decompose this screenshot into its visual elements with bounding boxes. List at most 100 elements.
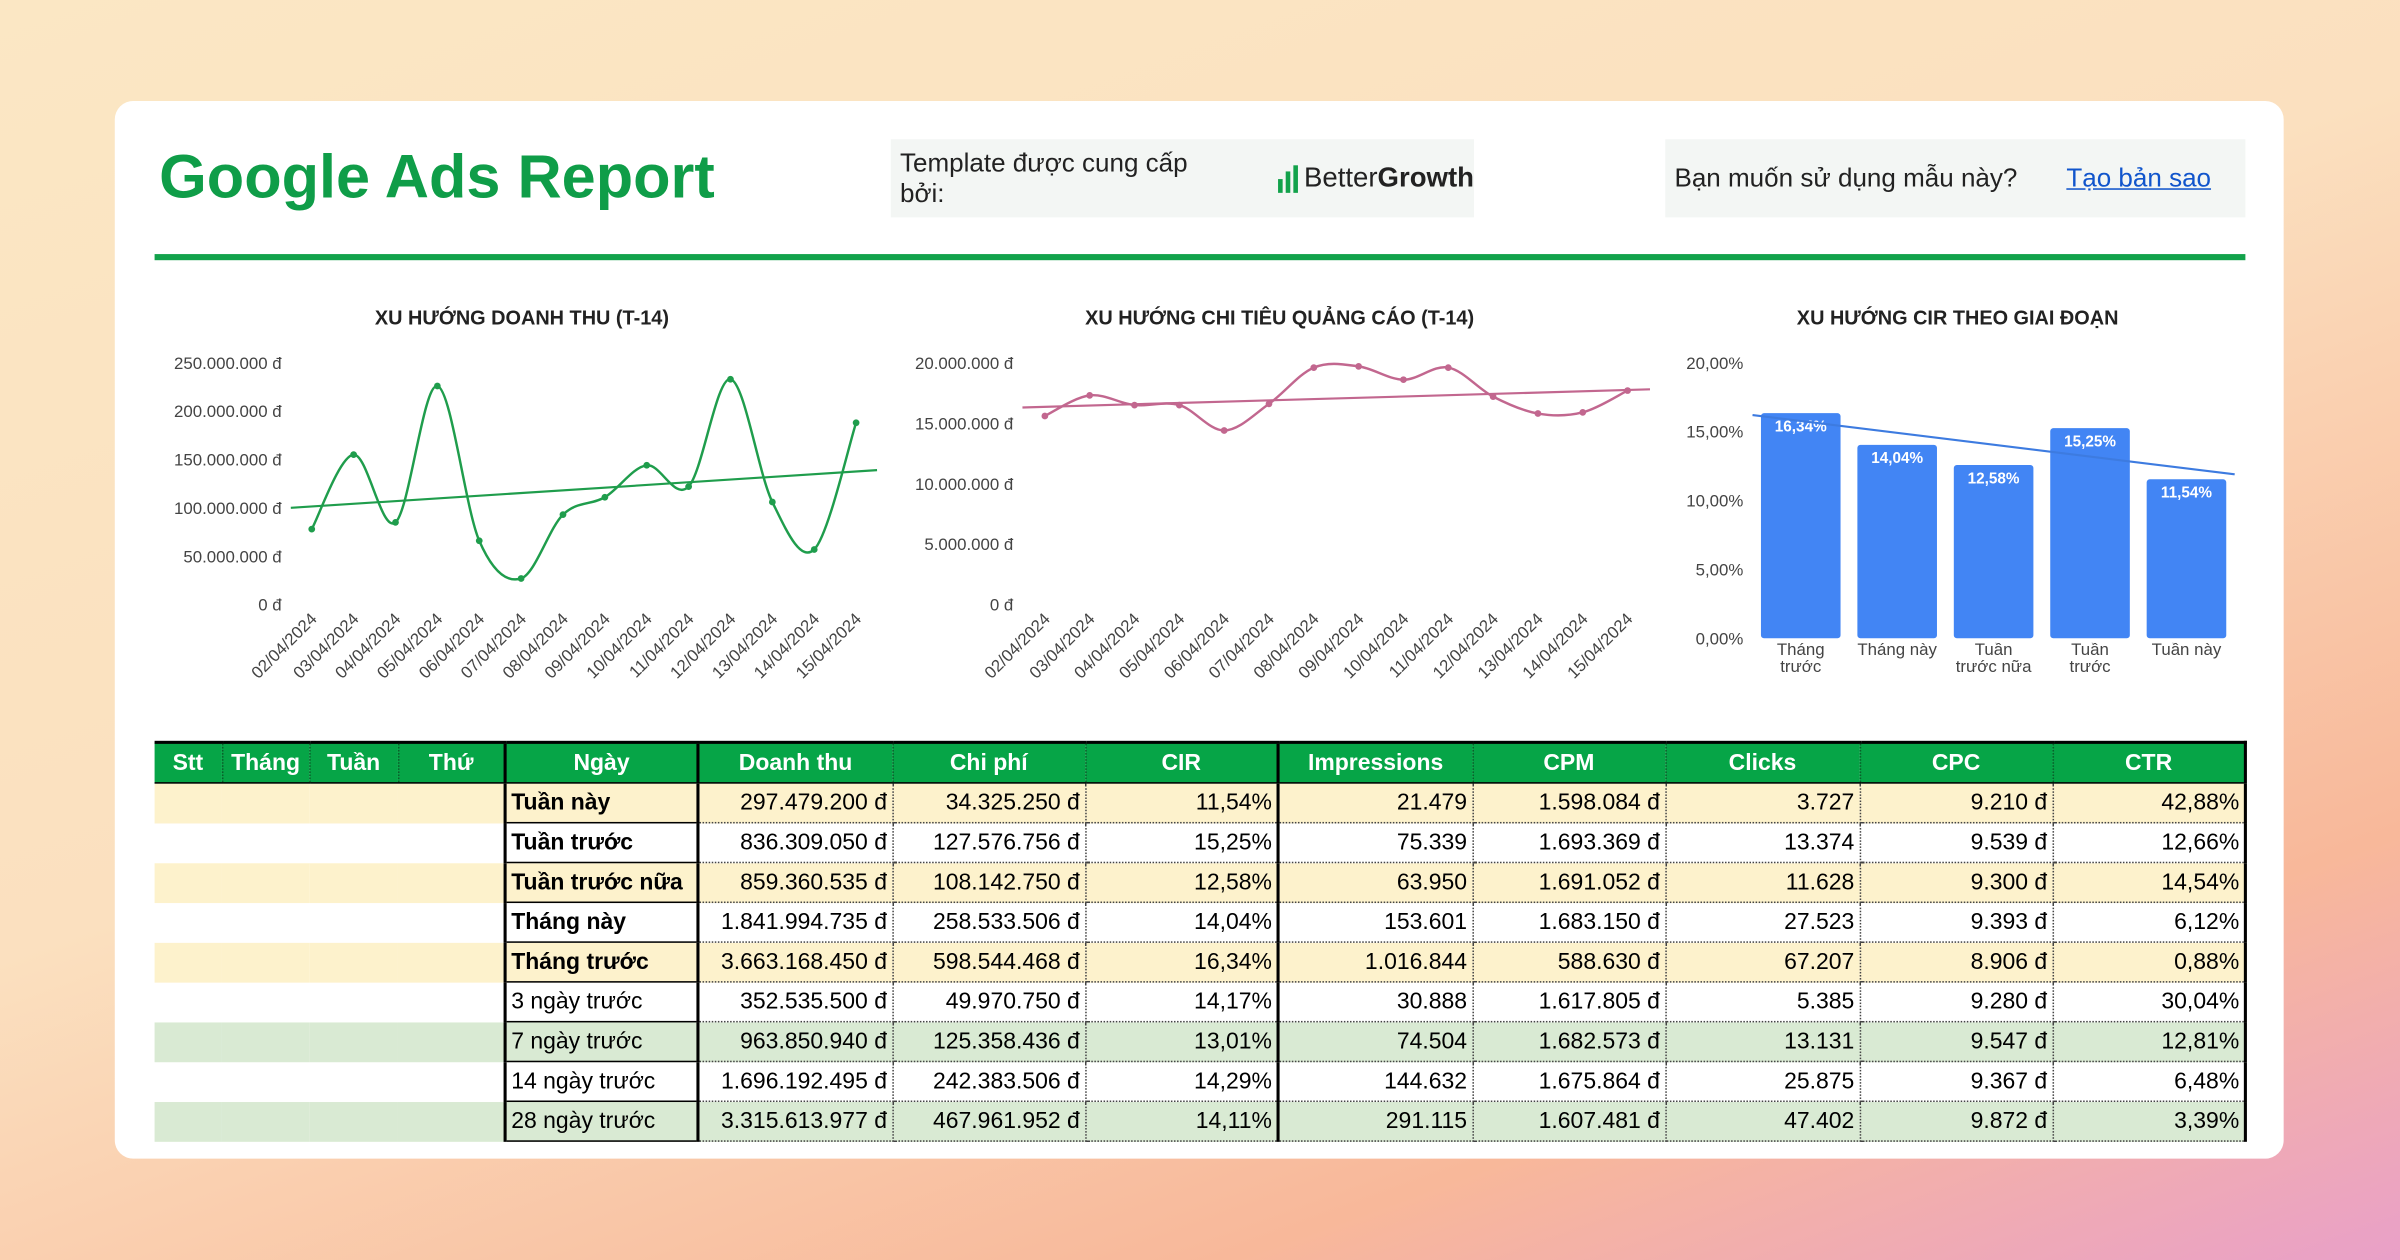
empty-cell	[221, 862, 310, 903]
empty-cell	[221, 1101, 310, 1142]
cell: 1.675.864 đ	[1472, 1061, 1667, 1103]
data-point	[1355, 363, 1362, 370]
cell: 836.309.050 đ	[697, 822, 894, 864]
cell: 9.210 đ	[1859, 782, 2054, 824]
cell: 9.547 đ	[1859, 1021, 2054, 1063]
cell: 9.539 đ	[1859, 822, 2054, 864]
cell: 14,17%	[1085, 981, 1279, 1023]
data-point	[1265, 400, 1273, 408]
empty-cell	[309, 1021, 398, 1062]
cell: 16,34%	[1085, 942, 1279, 983]
row-label: Tuần trước	[503, 822, 700, 864]
data-point	[1534, 410, 1542, 417]
row-label: 7 ngày trước	[503, 1021, 700, 1063]
table-row: 7 ngày trước 963.850.940 đ 125.358.436 đ 13…	[154, 1021, 2247, 1063]
column-header: Impressions	[1276, 740, 1474, 784]
y-tick-label: 0 đ	[258, 596, 282, 615]
charts: XU HƯỚNG DOANH THU (T-14) 0 đ 50.000.000 đ…	[174, 305, 2235, 682]
bar-value-label: 15,25%	[2064, 434, 2116, 451]
empty-cell	[398, 982, 505, 1022]
cell: 1.683.150 đ	[1472, 902, 1667, 943]
cell: 6,48%	[2052, 1061, 2247, 1103]
cell: 5.385	[1665, 981, 1861, 1023]
data-point	[1220, 427, 1228, 434]
empty-cell	[155, 982, 222, 1022]
cell: 153.601	[1276, 902, 1474, 943]
cell: 6,12%	[2052, 902, 2247, 943]
empty-cell	[222, 1061, 309, 1101]
empty-cell	[309, 1061, 398, 1101]
row-label: 3 ngày trước	[503, 981, 700, 1023]
data-point	[727, 375, 734, 383]
empty-cell	[222, 982, 309, 1022]
column-header: Tháng	[221, 740, 310, 784]
empty-cell	[221, 942, 310, 982]
empty-cell	[155, 823, 222, 863]
trend-line	[290, 469, 878, 509]
cell: 12,58%	[1085, 862, 1279, 904]
row-label: Tuần này	[503, 782, 700, 824]
empty-cell	[309, 982, 398, 1022]
empty-cell	[154, 942, 222, 982]
brand-growth: Growth	[1377, 162, 1474, 193]
copy-link[interactable]: Tạo bản sao	[2066, 163, 2212, 193]
column-header: Doanh thu	[696, 740, 894, 784]
y-tick-label: 20.000.000 đ	[915, 354, 1014, 373]
report-title: Google Ads Report	[159, 143, 715, 212]
cell: 14,04%	[1085, 902, 1279, 943]
x-tick-label-box: Tuần trước nữa	[1955, 642, 2032, 677]
bar	[2146, 479, 2227, 639]
x-tick-label-box: Tuần trước	[2069, 642, 2111, 677]
trend-line	[1022, 388, 1651, 409]
cell: 13.374	[1665, 822, 1861, 864]
empty-cell	[309, 1101, 398, 1142]
row-label: Tháng này	[503, 902, 700, 943]
cell: 1.696.192.495 đ	[697, 1061, 894, 1103]
y-tick-label: 150.000.000 đ	[174, 451, 282, 470]
column-header: CPM	[1472, 740, 1667, 784]
empty-cell	[154, 782, 222, 823]
empty-cell	[222, 902, 309, 942]
table-row: Tuần này 297.479.200 đ 34.325.250 đ 11,54% 2…	[154, 782, 2247, 824]
cell: 27.523	[1665, 902, 1861, 943]
y-tick-label: 15,00%	[1686, 423, 1743, 442]
cell: 25.875	[1665, 1061, 1861, 1103]
table-row: Tuần trước nữa 859.360.535 đ 108.142.750 đ…	[154, 862, 2247, 904]
column-header: CIR	[1085, 740, 1279, 784]
cell: 75.339	[1276, 822, 1474, 864]
y-tick-label: 0,00%	[1696, 629, 1744, 648]
cell: 11.628	[1665, 862, 1861, 904]
column-header: Chi phí	[892, 740, 1086, 784]
cell: 297.479.200 đ	[697, 782, 894, 824]
empty-cell	[309, 942, 398, 982]
question: Bạn muốn sử dụng mẫu này?	[1674, 163, 2018, 193]
provider-box: Template được cung cấp bởi: Better Growth	[890, 139, 1474, 218]
bar-value-label: 12,58%	[1968, 470, 2020, 487]
column-header: Stt	[154, 740, 223, 784]
cell: 9.872 đ	[1859, 1101, 2054, 1142]
column-header: CTR	[2052, 740, 2247, 784]
cell: 963.850.940 đ	[697, 1021, 894, 1063]
empty-cell	[397, 942, 506, 982]
bar	[2050, 428, 2130, 639]
trend-line	[1752, 414, 2235, 476]
x-tick-label: Tuần trước nữa	[1955, 642, 2032, 677]
cell: 1.841.994.735 đ	[697, 902, 894, 943]
cell: 30.888	[1276, 981, 1474, 1023]
x-tick-label-box: Tuần này	[2151, 642, 2222, 660]
cell: 15,25%	[1085, 822, 1279, 864]
header-row: Stt Tháng Tuần Thứ Ngày Doanh thu Chi phí CIR Im…	[154, 740, 2247, 784]
brand-better: Better	[1304, 162, 1378, 193]
empty-cell	[221, 1021, 310, 1062]
cell: 859.360.535 đ	[697, 862, 894, 904]
x-tick-label: Tuần này	[2151, 642, 2222, 660]
empty-cell	[154, 1101, 222, 1142]
cell: 0,88%	[2052, 942, 2247, 983]
y-tick-label: 15.000.000 đ	[915, 414, 1014, 433]
data-point	[1444, 364, 1452, 371]
cell: 13.131	[1665, 1021, 1861, 1063]
empty-cell	[309, 862, 398, 903]
x-tick-label: Tuần trước	[2069, 642, 2111, 677]
data-point	[601, 493, 609, 501]
